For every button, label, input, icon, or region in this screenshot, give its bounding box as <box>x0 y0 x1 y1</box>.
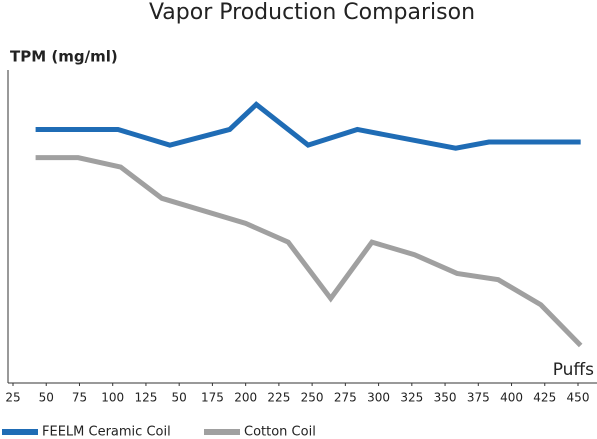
x-axis-label: Puffs <box>553 360 594 380</box>
legend-swatch <box>2 429 38 435</box>
legend-label: FEELM Ceramic Coil <box>42 425 171 439</box>
x-tick-label: 25 <box>5 391 20 405</box>
x-tick-label: 350 <box>434 391 457 405</box>
chart-title: Vapor Production Comparison <box>149 0 475 25</box>
x-tick-label: 175 <box>201 391 224 405</box>
legend-swatch <box>204 429 240 435</box>
x-tick-label: 250 <box>301 391 324 405</box>
x-tick-label: 200 <box>234 391 257 405</box>
x-tick-label: 100 <box>101 391 124 405</box>
x-tick-label: 400 <box>500 391 523 405</box>
series-line <box>35 155 583 348</box>
x-tick-label: 75 <box>72 391 87 405</box>
x-tick-label: 375 <box>467 391 490 405</box>
x-tick-label: 50 <box>172 391 187 405</box>
x-tick-label: 275 <box>334 391 357 405</box>
series-line <box>35 101 581 151</box>
y-axis-label: TPM (mg/ml) <box>10 48 118 66</box>
x-tick-label: 300 <box>367 391 390 405</box>
legend-label: Cotton Coil <box>244 425 316 439</box>
x-tick-label: 325 <box>400 391 423 405</box>
x-tick-label: 125 <box>134 391 157 405</box>
x-tick-label: 50 <box>39 391 54 405</box>
x-tick-label: 425 <box>533 391 556 405</box>
x-tick-label: 450 <box>567 391 590 405</box>
x-tick-label: 225 <box>267 391 290 405</box>
